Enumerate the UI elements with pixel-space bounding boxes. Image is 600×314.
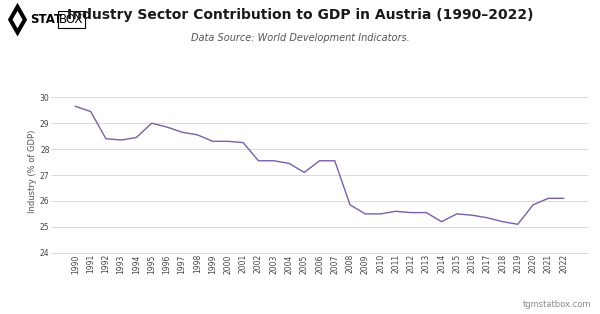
Text: tgmstatbox.com: tgmstatbox.com xyxy=(523,300,591,309)
Y-axis label: Industry (% of GDP): Industry (% of GDP) xyxy=(28,129,37,213)
Text: Industry Sector Contribution to GDP in Austria (1990–2022): Industry Sector Contribution to GDP in A… xyxy=(67,8,533,22)
Text: STAT: STAT xyxy=(30,13,62,26)
Text: BOX: BOX xyxy=(59,13,83,26)
Polygon shape xyxy=(13,11,23,28)
Text: Data Source: World Development Indicators.: Data Source: World Development Indicator… xyxy=(191,33,409,43)
Polygon shape xyxy=(8,3,27,36)
